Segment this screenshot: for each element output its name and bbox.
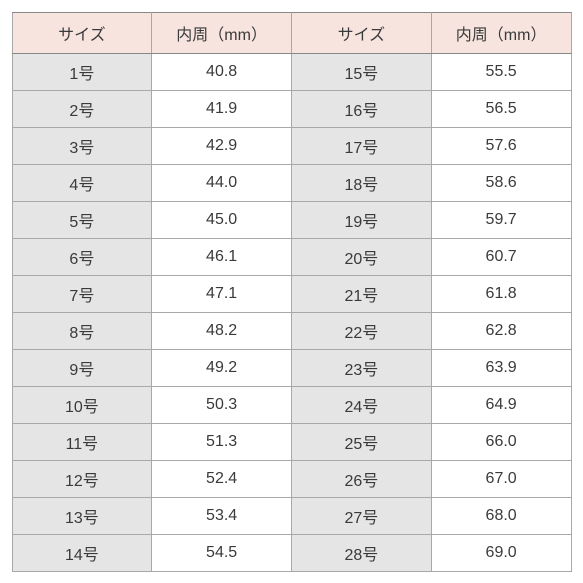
size-cell: 1号 <box>12 53 152 90</box>
size-cell: 22号 <box>292 312 432 349</box>
size-cell: 26号 <box>292 460 432 497</box>
size-cell: 11号 <box>12 423 152 460</box>
size-cell: 17号 <box>292 127 432 164</box>
table-header: サイズ 内周（mm） サイズ 内周（mm） <box>12 12 571 53</box>
value-cell: 47.1 <box>152 275 292 312</box>
header-size-1: サイズ <box>12 12 152 53</box>
table-row: 11号51.325号66.0 <box>12 423 571 460</box>
size-cell: 5号 <box>12 201 152 238</box>
value-cell: 66.0 <box>431 423 571 460</box>
table-row: 5号45.019号59.7 <box>12 201 571 238</box>
ring-size-table-container: サイズ 内周（mm） サイズ 内周（mm） 1号40.815号55.52号41.… <box>12 12 572 572</box>
size-cell: 28号 <box>292 534 432 571</box>
table-row: 7号47.121号61.8 <box>12 275 571 312</box>
size-cell: 4号 <box>12 164 152 201</box>
value-cell: 41.9 <box>152 90 292 127</box>
size-cell: 13号 <box>12 497 152 534</box>
size-cell: 6号 <box>12 238 152 275</box>
value-cell: 54.5 <box>152 534 292 571</box>
size-cell: 23号 <box>292 349 432 386</box>
table-row: 1号40.815号55.5 <box>12 53 571 90</box>
value-cell: 52.4 <box>152 460 292 497</box>
value-cell: 45.0 <box>152 201 292 238</box>
value-cell: 46.1 <box>152 238 292 275</box>
size-cell: 16号 <box>292 90 432 127</box>
value-cell: 44.0 <box>152 164 292 201</box>
value-cell: 67.0 <box>431 460 571 497</box>
ring-size-table: サイズ 内周（mm） サイズ 内周（mm） 1号40.815号55.52号41.… <box>12 12 572 572</box>
table-row: 10号50.324号64.9 <box>12 386 571 423</box>
size-cell: 2号 <box>12 90 152 127</box>
value-cell: 57.6 <box>431 127 571 164</box>
size-cell: 10号 <box>12 386 152 423</box>
value-cell: 69.0 <box>431 534 571 571</box>
size-cell: 7号 <box>12 275 152 312</box>
value-cell: 49.2 <box>152 349 292 386</box>
table-row: 6号46.120号60.7 <box>12 238 571 275</box>
table-row: 12号52.426号67.0 <box>12 460 571 497</box>
value-cell: 40.8 <box>152 53 292 90</box>
value-cell: 59.7 <box>431 201 571 238</box>
header-circumference-2: 内周（mm） <box>431 12 571 53</box>
value-cell: 56.5 <box>431 90 571 127</box>
value-cell: 63.9 <box>431 349 571 386</box>
value-cell: 68.0 <box>431 497 571 534</box>
value-cell: 55.5 <box>431 53 571 90</box>
size-cell: 24号 <box>292 386 432 423</box>
header-circumference-1: 内周（mm） <box>152 12 292 53</box>
size-cell: 9号 <box>12 349 152 386</box>
value-cell: 58.6 <box>431 164 571 201</box>
table-row: 9号49.223号63.9 <box>12 349 571 386</box>
size-cell: 14号 <box>12 534 152 571</box>
value-cell: 61.8 <box>431 275 571 312</box>
size-cell: 12号 <box>12 460 152 497</box>
table-row: 2号41.916号56.5 <box>12 90 571 127</box>
size-cell: 15号 <box>292 53 432 90</box>
value-cell: 50.3 <box>152 386 292 423</box>
table-row: 8号48.222号62.8 <box>12 312 571 349</box>
size-cell: 18号 <box>292 164 432 201</box>
table-row: 13号53.427号68.0 <box>12 497 571 534</box>
value-cell: 62.8 <box>431 312 571 349</box>
size-cell: 27号 <box>292 497 432 534</box>
size-cell: 21号 <box>292 275 432 312</box>
size-cell: 19号 <box>292 201 432 238</box>
value-cell: 51.3 <box>152 423 292 460</box>
table-body: 1号40.815号55.52号41.916号56.53号42.917号57.64… <box>12 53 571 571</box>
table-row: 3号42.917号57.6 <box>12 127 571 164</box>
value-cell: 48.2 <box>152 312 292 349</box>
header-size-2: サイズ <box>292 12 432 53</box>
size-cell: 25号 <box>292 423 432 460</box>
value-cell: 42.9 <box>152 127 292 164</box>
table-row: 14号54.528号69.0 <box>12 534 571 571</box>
size-cell: 3号 <box>12 127 152 164</box>
value-cell: 60.7 <box>431 238 571 275</box>
size-cell: 8号 <box>12 312 152 349</box>
value-cell: 64.9 <box>431 386 571 423</box>
size-cell: 20号 <box>292 238 432 275</box>
value-cell: 53.4 <box>152 497 292 534</box>
table-row: 4号44.018号58.6 <box>12 164 571 201</box>
